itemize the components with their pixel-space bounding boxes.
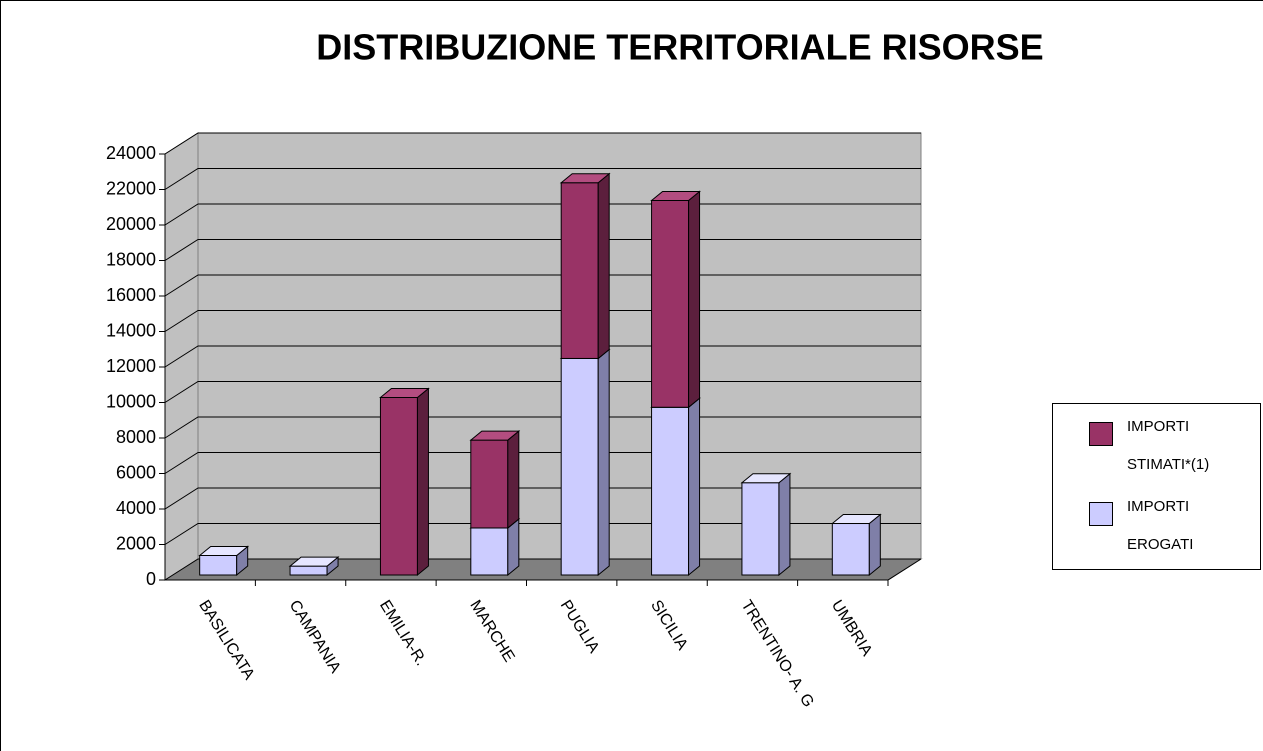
bar — [379, 397, 418, 576]
bar-top — [830, 514, 882, 525]
bar — [470, 439, 509, 529]
bar-top — [379, 388, 430, 398]
bar-side — [597, 172, 610, 360]
legend-item: IMPORTI EROGATI — [1089, 488, 1239, 564]
bar — [470, 527, 509, 576]
legend-swatch — [1089, 422, 1113, 446]
bar-top — [288, 556, 340, 567]
y-tick-label: 10000 — [106, 391, 156, 411]
y-tick-label: 2000 — [116, 533, 156, 553]
x-tick-label: UMBRIA — [828, 597, 876, 659]
floor — [163, 558, 923, 581]
bar-top — [559, 173, 611, 184]
bar-side — [688, 190, 701, 409]
x-tick-label: BASILICATA — [195, 597, 257, 683]
bar — [831, 523, 870, 576]
bar-top — [740, 473, 792, 484]
y-tick-label: 6000 — [116, 462, 156, 482]
x-tick-label: MARCHE — [466, 597, 517, 665]
bar-side — [868, 513, 881, 577]
legend: IMPORTI STIMATI*(1) IMPORTI EROGATI — [1052, 403, 1261, 570]
x-tick-label: SICILIA — [647, 597, 691, 653]
bar — [651, 406, 690, 576]
grid-line — [164, 132, 921, 155]
bar-side — [416, 387, 429, 577]
y-tick-label: 14000 — [106, 320, 156, 340]
bar — [651, 199, 690, 408]
x-tick-label: EMILIA-R. — [376, 597, 430, 669]
x-axis-back — [887, 558, 922, 581]
y-tick-label: 24000 — [106, 143, 156, 163]
y-tick-label: 22000 — [106, 178, 156, 198]
grid-line — [164, 168, 921, 190]
x-tick-label: PUGLIA — [557, 597, 603, 656]
bar — [741, 482, 780, 576]
x-tick-label: CAMPANIA — [286, 597, 344, 676]
y-tick-label: 12000 — [106, 356, 156, 376]
y-tick-label: 8000 — [116, 427, 156, 447]
legend-swatch — [1089, 502, 1113, 526]
bar — [199, 554, 238, 576]
y-tick-label: 18000 — [106, 249, 156, 269]
bar-top — [650, 190, 701, 201]
y-tick-label: 4000 — [116, 498, 156, 518]
x-tick-label: TRENTINO- A. G — [737, 597, 816, 710]
bar-top — [469, 430, 521, 441]
chart-title: DISTRIBUZIONE TERRITORIALE RISORSE — [316, 27, 1043, 68]
bar-side — [597, 348, 610, 577]
bar-side — [778, 472, 791, 577]
bar — [289, 565, 328, 576]
y-tick-label: 0 — [146, 569, 156, 589]
legend-label: IMPORTI EROGATI — [1127, 498, 1194, 553]
y-tick-label: 20000 — [106, 214, 156, 234]
bar — [560, 182, 599, 359]
legend-item: IMPORTI STIMATI*(1) — [1089, 408, 1239, 484]
bar-side — [507, 517, 520, 577]
legend-label: IMPORTI STIMATI*(1) — [1127, 418, 1210, 473]
bar-side — [688, 397, 701, 577]
bar-side — [507, 430, 520, 530]
y-tick-label: 16000 — [106, 285, 156, 305]
bar — [560, 357, 599, 576]
bar-top — [198, 545, 250, 556]
